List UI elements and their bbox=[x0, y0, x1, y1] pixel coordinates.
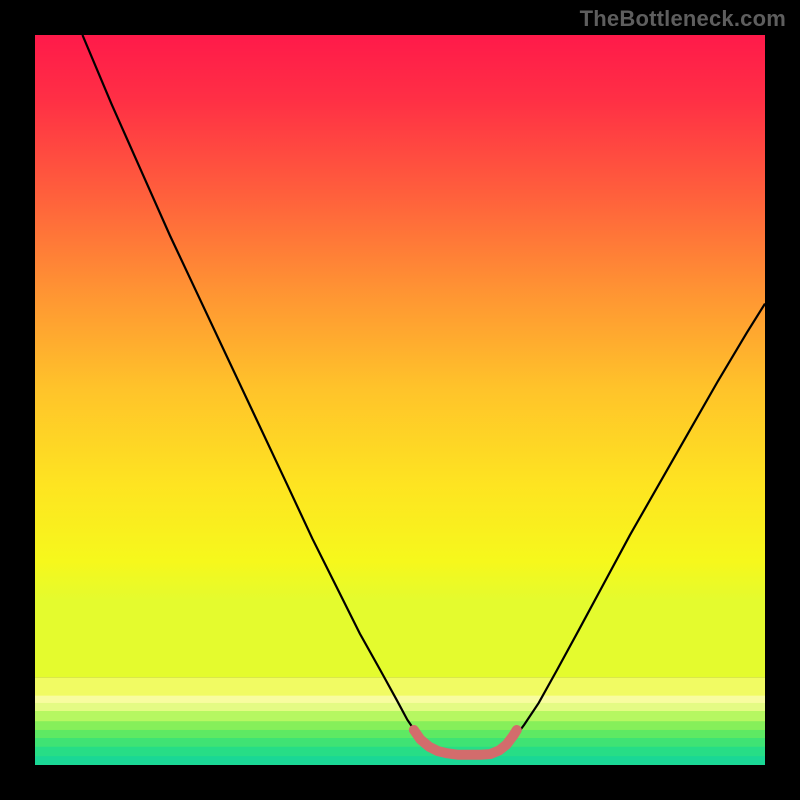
chart-frame: TheBottleneck.com bbox=[0, 0, 800, 800]
bottleneck-curve-plot bbox=[35, 35, 765, 765]
plot-background-bands bbox=[35, 677, 765, 765]
plot-background-gradient bbox=[35, 35, 765, 677]
watermark-text: TheBottleneck.com bbox=[580, 6, 786, 32]
